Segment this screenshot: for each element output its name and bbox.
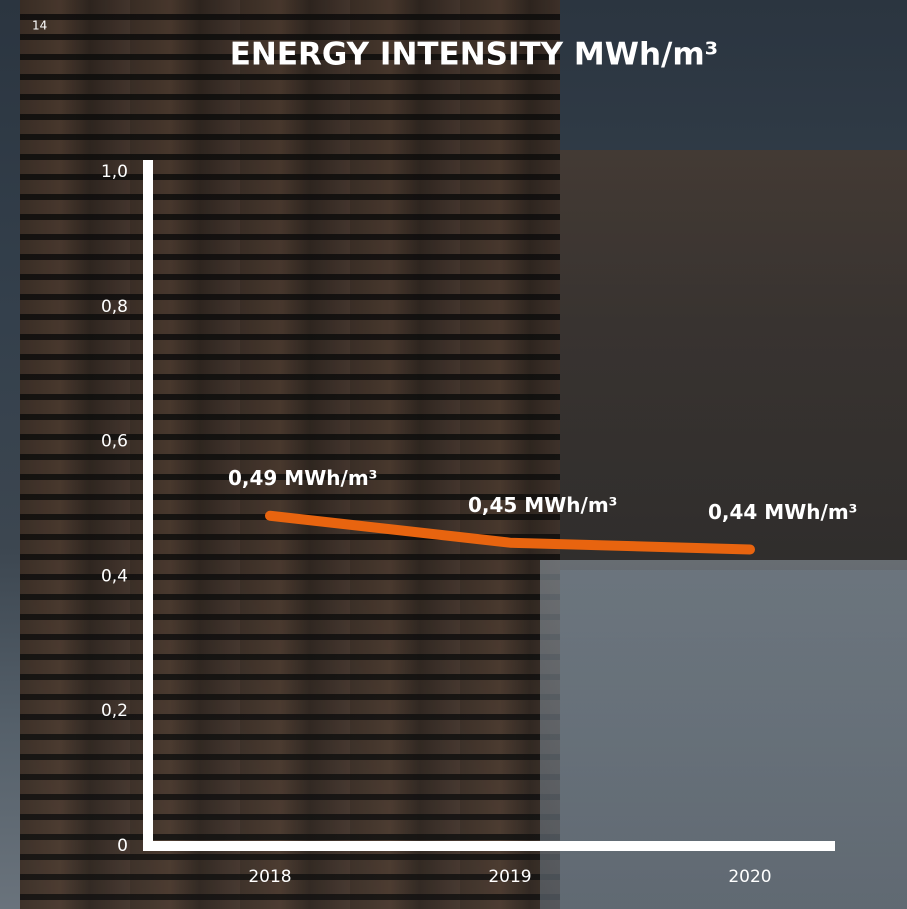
background-wood: [20, 0, 560, 909]
y-tick-label: 1,0: [101, 162, 128, 182]
x-tick-label: 2019: [488, 867, 531, 887]
y-tick-label: 0,4: [101, 566, 128, 586]
page-number: 14: [32, 19, 47, 33]
background-shed: [560, 150, 907, 570]
chart-title: ENERGY INTENSITY MWh/m³: [230, 37, 718, 73]
y-tick-label: 0,8: [101, 297, 128, 317]
data-label: 0,49 MWh/m³: [228, 466, 377, 490]
x-tick-label: 2018: [248, 867, 291, 887]
x-tick-label: 2020: [728, 867, 771, 887]
data-line: [265, 510, 755, 555]
y-tick-label: 0,6: [101, 432, 128, 452]
y-tick-label: 0: [117, 836, 128, 856]
data-label: 0,44 MWh/m³: [708, 500, 857, 524]
data-label: 0,45 MWh/m³: [468, 493, 617, 517]
y-tick-label: 0,2: [101, 701, 128, 721]
